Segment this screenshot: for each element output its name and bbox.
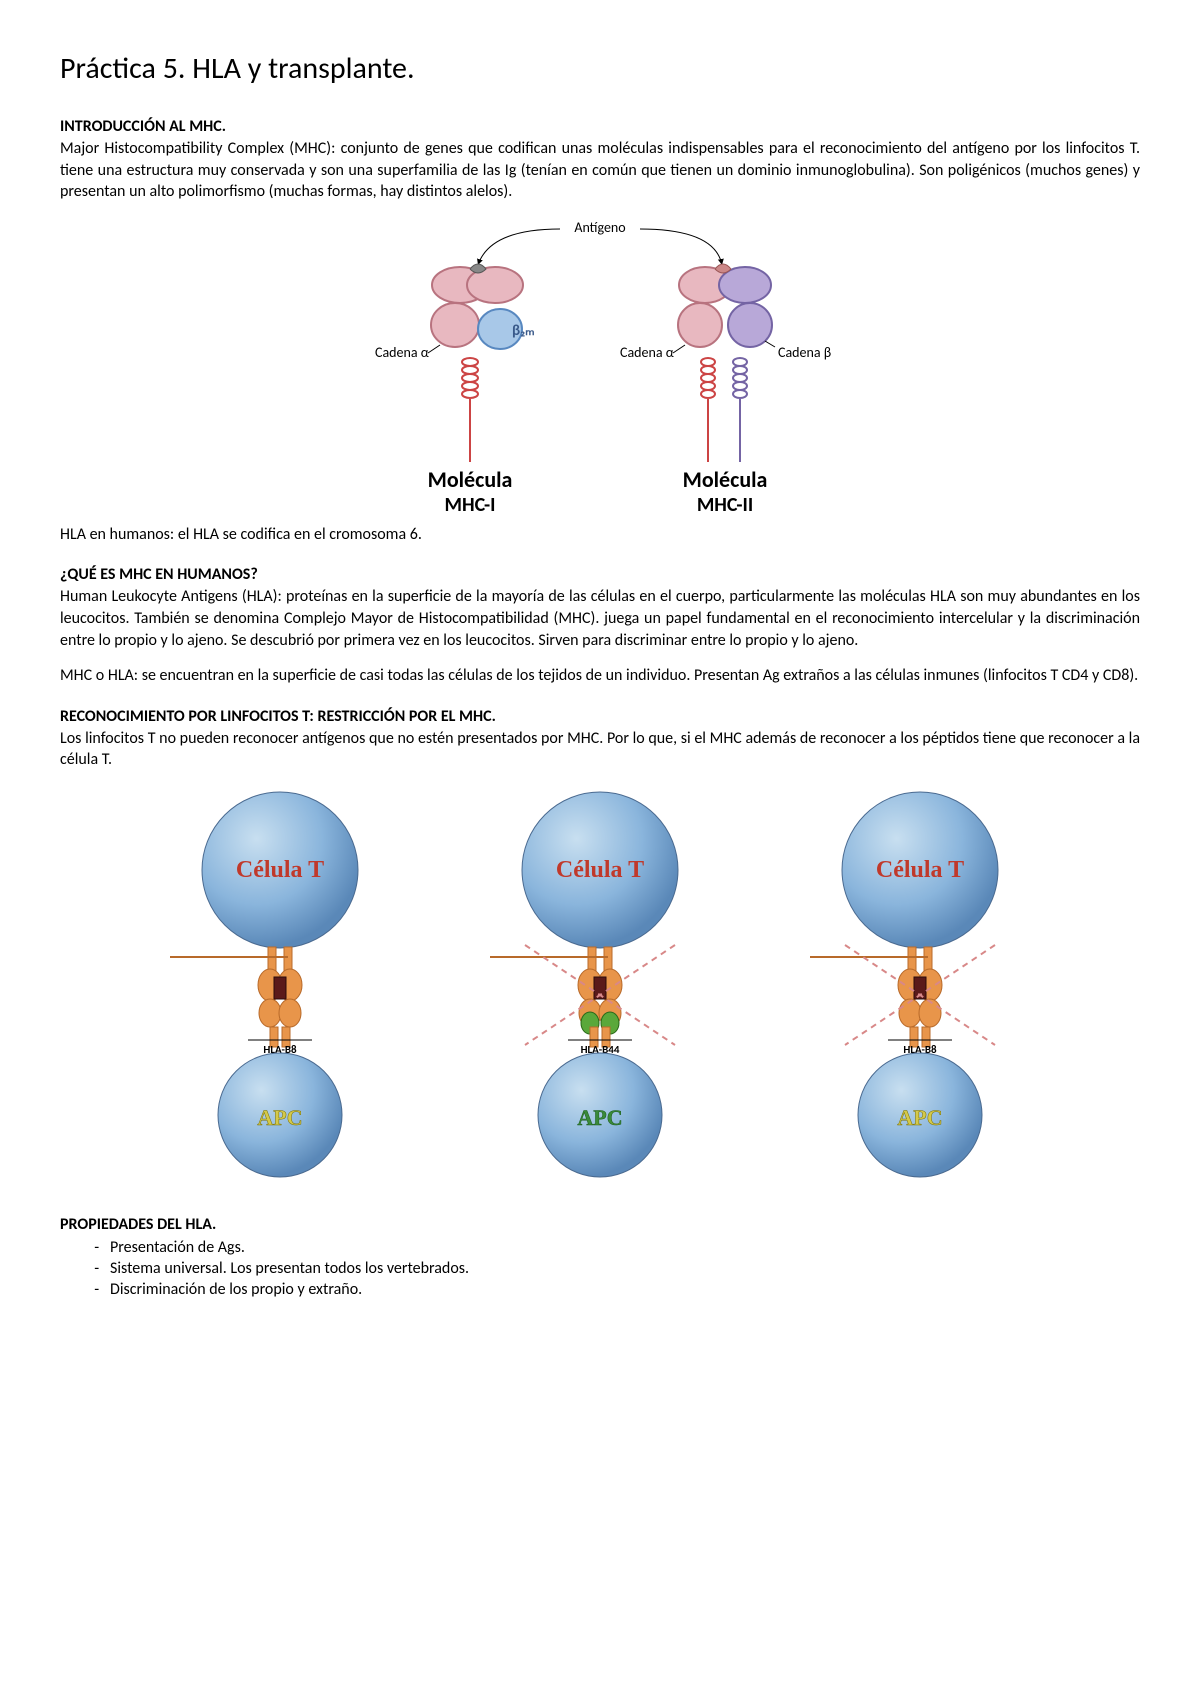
section1-heading: INTRODUCCIÓN AL MHC. xyxy=(60,117,1140,136)
properties-list: Presentación de Ags. Sistema universal. L… xyxy=(60,1238,1140,1299)
apc-label: APC xyxy=(257,1105,302,1130)
section2-paragraph-1: Human Leukocyte Antigens (HLA): proteína… xyxy=(60,586,1140,651)
apc-label: APC xyxy=(897,1105,942,1130)
mhc2-sub: MHC-II xyxy=(697,493,753,517)
chain-beta-label: Cadena β xyxy=(778,344,831,361)
tcr-mhc-connector xyxy=(170,947,302,1047)
tcell-apc-pair: Célula T HLA-B44 APC xyxy=(490,785,710,1185)
hla-humans-line: HLA en humanos: el HLA se codifica en el… xyxy=(60,524,1140,546)
page-title: Práctica 5. HLA y transplante. xyxy=(60,50,1140,87)
mhc2-molecule: Cadena α Cadena β Molécula MHC-II xyxy=(620,264,831,517)
tcell-label: Célula T xyxy=(876,857,964,883)
section3-paragraph: Los linfocitos T no pueden reconocer ant… xyxy=(60,728,1140,771)
tcell-label: Célula T xyxy=(556,857,644,883)
section2-heading: ¿QUÉ ES MHC EN HUMANOS? xyxy=(60,565,1140,584)
tcell-apc-pair: Célula T HLA-B8 APC xyxy=(170,785,390,1185)
tcell-triple-diagram: Célula T HLA-B8 APC Célul xyxy=(60,785,1140,1185)
beta2m-label: β₂ₘ xyxy=(512,322,535,340)
mhc2-title: Molécula xyxy=(683,466,768,493)
list-item: Discriminación de los propio y extraño. xyxy=(110,1280,1140,1299)
mhc-diagram: Antígeno β₂ₘ Cadena α xyxy=(60,217,1140,522)
mhc1-title: Molécula xyxy=(428,466,513,493)
section2-paragraph-2: MHC o HLA: se encuentran en la superfici… xyxy=(60,665,1140,687)
antigen-label: Antígeno xyxy=(574,219,625,236)
apc-label: APC xyxy=(577,1105,622,1130)
chain-alpha-label-1: Cadena α xyxy=(375,344,429,361)
list-item: Presentación de Ags. xyxy=(110,1238,1140,1257)
chain-alpha-label-2: Cadena α xyxy=(620,344,674,361)
section4-heading: PROPIEDADES DEL HLA. xyxy=(60,1215,1140,1234)
list-item: Sistema universal. Los presentan todos l… xyxy=(110,1259,1140,1278)
mhc1-molecule: β₂ₘ Cadena α Molécula MHC-I xyxy=(375,264,535,517)
tcell-label: Célula T xyxy=(236,857,324,883)
section1-paragraph: Major Histocompatibility Complex (MHC): … xyxy=(60,138,1140,203)
mhc1-sub: MHC-I xyxy=(444,493,495,517)
tcell-apc-pair: Célula T HLA-B8 APC xyxy=(810,785,1030,1185)
section3-heading: RECONOCIMIENTO POR LINFOCITOS T: RESTRIC… xyxy=(60,707,1140,726)
